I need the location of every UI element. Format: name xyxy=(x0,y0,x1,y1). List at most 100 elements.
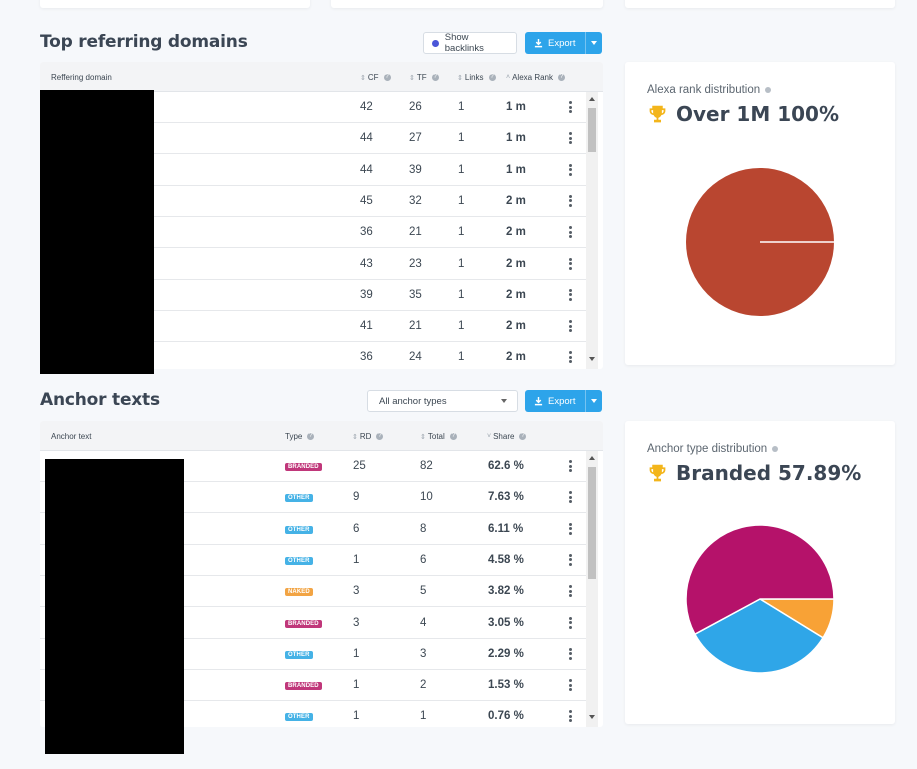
sort-asc-icon: ˄ xyxy=(506,74,511,81)
cell-share: 6.11 % xyxy=(488,522,524,535)
anchor-type-panel: Anchor type distribution Branded 57.89% xyxy=(625,421,895,724)
table-row[interactable]: OTHER 6 8 6.11 % xyxy=(40,514,586,545)
cell-alexa: 1 m xyxy=(506,163,526,176)
table-row[interactable]: BRANDED 1 2 1.53 % xyxy=(40,670,586,702)
table-row[interactable]: NAKED 3 5 3.82 % xyxy=(40,576,586,608)
sort-icon: ⇕ xyxy=(457,74,463,82)
cell-cf: 44 xyxy=(360,163,373,176)
top-card-left xyxy=(40,0,310,8)
cell-cf: 36 xyxy=(360,351,373,364)
more-options-icon[interactable] xyxy=(569,710,572,724)
col-share[interactable]: ˅ Share? xyxy=(487,432,527,441)
more-options-icon[interactable] xyxy=(569,288,572,303)
cell-total: 82 xyxy=(420,460,433,472)
col-alexa[interactable]: ˄ Alexa Rank? xyxy=(506,73,566,82)
table-row[interactable]: 36 21 1 2 m xyxy=(40,217,586,249)
type-badge: OTHER xyxy=(285,556,313,565)
table-row[interactable]: 39 35 1 2 m xyxy=(40,280,586,311)
more-options-icon[interactable] xyxy=(569,351,572,365)
more-options-icon[interactable] xyxy=(569,257,572,272)
referring-export-caret[interactable] xyxy=(586,32,602,54)
col-total[interactable]: ⇕ Total? xyxy=(420,432,457,441)
anchor-type-select[interactable]: All anchor types xyxy=(367,390,518,412)
cell-alexa: 2 m xyxy=(506,194,526,207)
anchor-export-button[interactable]: Export xyxy=(525,390,602,412)
more-options-icon[interactable] xyxy=(569,132,572,146)
cell-rd: 1 xyxy=(353,710,360,723)
more-options-icon[interactable] xyxy=(569,679,572,693)
table-row[interactable]: 44 27 1 1 m xyxy=(40,123,586,155)
anchor-scrollbar[interactable] xyxy=(586,451,598,727)
referring-export-button[interactable]: Export xyxy=(525,32,602,54)
table-row[interactable]: 44 39 1 1 m xyxy=(40,155,586,186)
scroll-down-icon[interactable] xyxy=(589,357,595,361)
more-options-icon[interactable] xyxy=(569,491,572,505)
more-options-icon[interactable] xyxy=(569,647,572,662)
table-row[interactable]: OTHER 1 6 4.58 % xyxy=(40,545,586,576)
anchor-scroll-thumb[interactable] xyxy=(588,467,596,579)
table-row[interactable]: 42 26 1 1 m xyxy=(40,92,586,123)
more-options-icon[interactable] xyxy=(569,460,572,474)
cell-total: 5 xyxy=(420,585,427,598)
type-badge: OTHER xyxy=(285,525,313,534)
chevron-down-icon xyxy=(591,41,598,45)
more-options-icon[interactable] xyxy=(569,616,572,631)
cell-rd: 25 xyxy=(353,460,366,472)
col-rd[interactable]: ⇕ RD? xyxy=(352,432,384,441)
more-options-icon[interactable] xyxy=(569,101,572,115)
cell-rd: 1 xyxy=(353,553,360,566)
more-options-icon[interactable] xyxy=(569,194,572,209)
col-type[interactable]: Type? xyxy=(285,432,315,441)
alexa-panel-label: Alexa rank distribution xyxy=(647,84,772,96)
table-row[interactable]: 43 23 1 2 m xyxy=(40,249,586,280)
more-options-icon[interactable] xyxy=(569,553,572,568)
referring-scroll-thumb[interactable] xyxy=(588,108,596,152)
referring-export-label: Export xyxy=(548,37,576,49)
scroll-down-icon[interactable] xyxy=(589,715,595,719)
more-options-icon[interactable] xyxy=(569,585,572,599)
cell-links: 1 xyxy=(458,351,465,364)
pie-slice-branded[interactable] xyxy=(685,524,835,636)
col-tf[interactable]: ⇕ TF? xyxy=(409,73,439,82)
more-options-icon[interactable] xyxy=(569,522,572,537)
table-row[interactable]: BRANDED 25 82 62.6 % xyxy=(40,451,586,482)
more-options-icon[interactable] xyxy=(569,163,572,178)
anchor-export-caret[interactable] xyxy=(586,390,602,412)
help-icon: ? xyxy=(307,433,315,440)
col-cf[interactable]: ⇕ CF? xyxy=(360,73,391,82)
backlinks-dot-icon xyxy=(432,39,439,47)
table-row[interactable]: OTHER 1 1 0.76 % xyxy=(40,701,586,727)
anchor-panel-label: Anchor type distribution xyxy=(647,443,779,455)
anchor-export-main[interactable]: Export xyxy=(525,390,587,412)
sort-icon: ⇕ xyxy=(352,433,358,441)
cell-cf: 44 xyxy=(360,132,373,145)
more-options-icon[interactable] xyxy=(569,320,572,334)
table-row[interactable]: 41 21 1 2 m xyxy=(40,311,586,343)
help-icon: ? xyxy=(558,74,566,81)
cell-cf: 41 xyxy=(360,320,373,333)
cell-alexa: 1 m xyxy=(506,132,526,145)
table-row[interactable]: BRANDED 3 4 3.05 % xyxy=(40,608,586,639)
col-rd-label: RD xyxy=(359,432,372,441)
table-row[interactable]: OTHER 9 10 7.63 % xyxy=(40,482,586,514)
referring-scrollbar[interactable] xyxy=(586,92,598,369)
cell-cf: 36 xyxy=(360,226,373,239)
type-badge: OTHER xyxy=(285,713,313,722)
cell-share: 4.58 % xyxy=(488,553,524,566)
col-cf-label: CF xyxy=(367,73,379,82)
scroll-up-icon[interactable] xyxy=(589,456,595,460)
cell-cf: 42 xyxy=(360,101,373,113)
table-row[interactable]: OTHER 1 3 2.29 % xyxy=(40,639,586,670)
sort-icon: ⇕ xyxy=(360,74,366,82)
table-row[interactable]: 36 24 1 2 m xyxy=(40,342,586,369)
cell-cf: 45 xyxy=(360,194,373,207)
scroll-up-icon[interactable] xyxy=(589,97,595,101)
col-domain[interactable]: Reffering domain xyxy=(51,73,112,82)
more-options-icon[interactable] xyxy=(569,226,572,240)
show-backlinks-button[interactable]: Show backlinks xyxy=(423,32,517,54)
table-row[interactable]: 45 32 1 2 m xyxy=(40,186,586,217)
col-alexa-label: Alexa Rank xyxy=(512,73,554,82)
referring-export-main[interactable]: Export xyxy=(525,32,587,54)
col-anchor[interactable]: Anchor text xyxy=(51,432,91,441)
col-links[interactable]: ⇕ Links? xyxy=(457,73,496,82)
